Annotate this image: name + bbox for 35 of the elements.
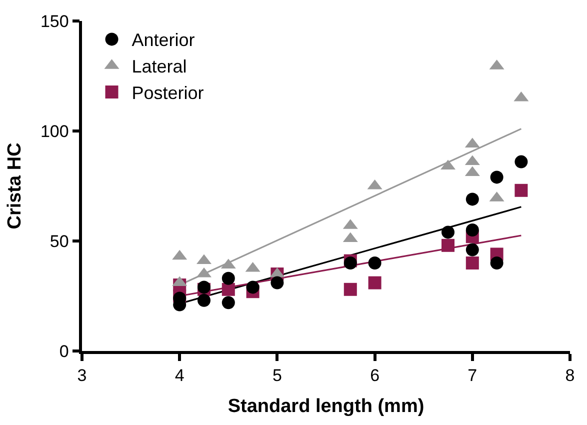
point (222, 282, 235, 296)
point (466, 224, 479, 236)
legend-label: Lateral (132, 56, 187, 77)
point (442, 238, 454, 252)
y-tick-label: 50 (50, 232, 69, 251)
point (466, 256, 479, 270)
point (222, 296, 235, 310)
point (514, 155, 528, 168)
x-tick-label: 5 (272, 366, 282, 386)
x-tick-label: 6 (370, 366, 380, 386)
x-tick-label: 7 (468, 366, 478, 386)
x-tick-label: 8 (565, 366, 575, 386)
point (490, 256, 504, 270)
point (514, 184, 528, 197)
point (344, 256, 357, 270)
point (270, 276, 284, 290)
point (246, 280, 260, 294)
legend-label: Anterior (132, 30, 195, 50)
point (466, 243, 479, 256)
point (368, 276, 382, 290)
point (222, 272, 235, 285)
point (490, 170, 504, 184)
x-tick-label: 4 (174, 366, 184, 386)
y-tick-label: 150 (40, 12, 69, 31)
point (442, 226, 454, 239)
y-axis-title: Crista HC (4, 142, 26, 230)
x-axis-title: Standard length (mm) (228, 396, 424, 417)
x-tick-label: 3 (77, 366, 87, 386)
legend-label: Posterior (132, 83, 204, 104)
y-tick-label: 0 (59, 342, 69, 361)
point (368, 256, 382, 270)
y-tick-label: 100 (40, 122, 69, 141)
point (198, 294, 210, 307)
point (344, 282, 357, 296)
point (466, 192, 479, 206)
